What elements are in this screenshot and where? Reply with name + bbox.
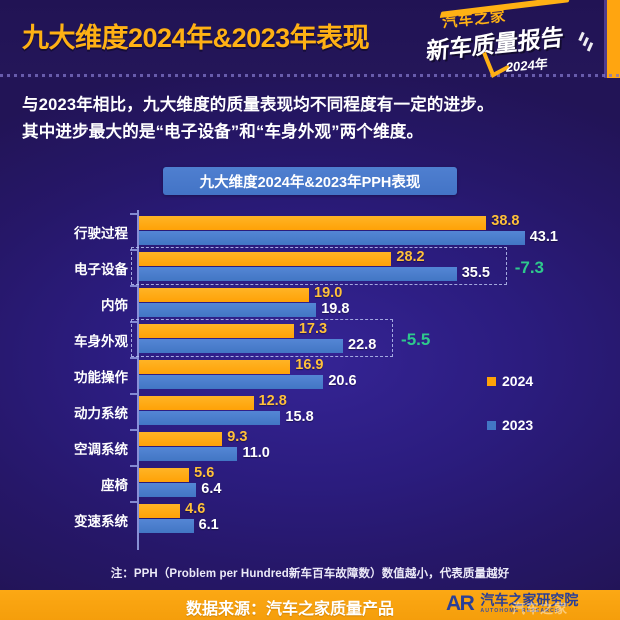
bar-value-2024: 12.8	[258, 393, 287, 409]
axis-tick	[130, 213, 137, 215]
data-source-label: 数据来源：汽车之家质量产品	[186, 601, 395, 618]
bar-value-2023: 22.8	[348, 337, 377, 353]
bar-2024	[139, 216, 487, 230]
axis-tick	[130, 357, 137, 359]
bar-2024	[139, 396, 254, 410]
header-dotted-divider	[0, 74, 620, 77]
bar-2024	[139, 468, 190, 482]
header-band	[0, 0, 620, 78]
bar-2023	[139, 339, 344, 353]
bar-value-2024: 16.9	[295, 357, 324, 373]
chart-title-pill: 九大维度2024年&2023年PPH表现	[163, 167, 457, 195]
footer-logo-cn: 汽车之家研究院	[480, 592, 579, 608]
footer-logo-en: AUTOHOME RESEARCH	[480, 608, 560, 614]
axis-tick	[130, 393, 137, 395]
axis-tick	[130, 501, 137, 503]
bar-value-2023: 15.8	[285, 409, 314, 425]
bar-2023	[139, 447, 238, 461]
bar-2023	[139, 231, 525, 245]
bar-value-2023: 20.6	[328, 373, 357, 389]
axis-tick	[130, 465, 137, 467]
category-label: 动力系统	[74, 406, 128, 421]
bar-value-2024: 38.8	[491, 213, 520, 229]
legend-label: 2023	[502, 417, 534, 433]
legend-swatch-icon	[487, 376, 496, 386]
axis-tick	[130, 249, 137, 251]
bar-value-2024: 28.2	[396, 249, 425, 265]
bar-value-2023: 19.8	[321, 301, 350, 317]
bar-value-2024: 5.6	[194, 465, 215, 481]
category-label: 内饰	[101, 298, 128, 313]
chart-row: 空调系统 9.3 11.0	[0, 429, 620, 465]
category-label: 行驶过程	[74, 226, 128, 241]
chart-row: 变速系统 4.6 6.1	[0, 501, 620, 537]
category-label: 空调系统	[74, 442, 128, 457]
chart-row: 内饰 19.0 19.8	[0, 285, 620, 321]
subtitle-block: 与2023年相比，九大维度的质量表现均不同程度有一定的进步。 其中进步最大的是“…	[22, 92, 602, 146]
axis-tick	[130, 285, 137, 287]
chart-row: 动力系统 12.8 15.8	[0, 393, 620, 429]
footer-logo: AR 汽车之家研究院 AUTOHOME RESEARCH	[446, 592, 579, 615]
highlight-box	[131, 319, 394, 357]
chart-row: 车身外观 17.3 22.8 -5.5	[0, 321, 620, 357]
report-logo-badge: 汽车之家 新车质量报告 2024年	[424, 0, 602, 78]
bar-value-2024: 17.3	[298, 321, 328, 337]
header-accent-bar-secondary	[604, 0, 607, 78]
bar-chart: 行驶过程 38.8 43.1 电子设备 28.2 35.5 -7.3 内饰 19.0 19.8 车身…	[0, 205, 620, 555]
category-label: 电子设备	[74, 262, 128, 277]
bar-2023	[139, 267, 457, 281]
chart-row: 行驶过程 38.8 43.1	[0, 213, 620, 249]
footer-bar: 数据来源：汽车之家质量产品 AR 汽车之家研究院 AUTOHOME RESEAR…	[0, 590, 620, 620]
bar-2024	[139, 288, 310, 302]
bar-value-2023: 11.0	[242, 445, 270, 461]
category-label: 功能操作	[74, 370, 128, 385]
bar-2023	[139, 375, 324, 389]
axis-tick	[130, 321, 137, 323]
bar-2024	[139, 432, 223, 446]
badge-year-text: 2024年	[505, 56, 549, 75]
bar-value-2024: 4.6	[185, 501, 206, 517]
bar-2023	[139, 519, 194, 533]
axis-tick	[130, 429, 137, 431]
highlight-box	[131, 247, 507, 285]
delta-value: -7.3	[514, 258, 545, 277]
subtitle-line-2: 其中进步最大的是“电子设备”和“车身外观”两个维度。	[22, 123, 424, 141]
subtitle-line-1: 与2023年相比，九大维度的质量表现均不同程度有一定的进步。	[22, 96, 494, 114]
chart-row: 功能操作 16.9 20.6	[0, 357, 620, 393]
bar-value-2023: 6.4	[201, 481, 222, 497]
bar-2024	[139, 360, 291, 374]
category-label: 变速系统	[74, 514, 128, 529]
bar-2023	[139, 411, 281, 425]
bar-2023	[139, 483, 197, 497]
footer-logo-mark: AR	[446, 592, 475, 615]
legend-item-2023[interactable]: 2023	[487, 417, 533, 433]
bar-value-2023: 35.5	[461, 265, 490, 281]
page-title: 九大维度2024年&2023年表现	[22, 23, 370, 53]
delta-value: -5.5	[401, 330, 431, 349]
chart-row: 电子设备 28.2 35.5 -7.3	[0, 249, 620, 285]
legend-swatch-icon	[487, 420, 496, 430]
bar-value-2023: 43.1	[529, 229, 558, 245]
watermark-text: 汽车之家	[512, 601, 569, 616]
bar-2024	[139, 324, 294, 338]
bar-value-2024: 9.3	[227, 429, 248, 445]
bar-2024	[139, 252, 392, 266]
bar-2024	[139, 504, 181, 518]
chart-row: 座椅 5.6 6.4	[0, 465, 620, 501]
bar-value-2024: 19.0	[314, 285, 343, 301]
chart-footnote: 注：PPH（Problem per Hundred新车百车故障数）数值越小，代表…	[110, 568, 510, 580]
category-label: 座椅	[101, 478, 128, 493]
header-accent-bar	[607, 0, 620, 78]
legend-item-2024[interactable]: 2024	[487, 373, 533, 389]
category-label: 车身外观	[74, 334, 128, 349]
badge-speed-lines-icon	[578, 31, 585, 42]
bar-value-2023: 6.1	[198, 517, 219, 533]
bar-2023	[139, 303, 317, 317]
chart-y-axis	[137, 210, 139, 550]
legend-label: 2024	[502, 373, 534, 389]
